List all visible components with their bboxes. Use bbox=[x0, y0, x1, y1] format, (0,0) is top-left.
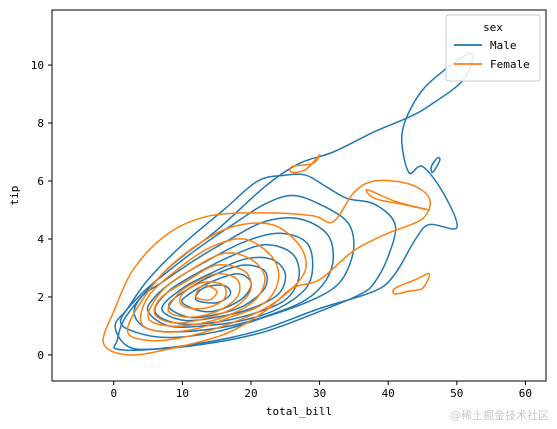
y-tick-label-4: 4 bbox=[37, 233, 44, 246]
axes-frame bbox=[51, 9, 547, 382]
y-tick-label-0: 0 bbox=[37, 349, 44, 362]
male-contour-1 bbox=[113, 52, 474, 351]
series-male bbox=[113, 52, 474, 351]
x-tick-label-30: 30 bbox=[313, 387, 326, 400]
male-contour-3 bbox=[119, 194, 355, 339]
female-contour-7 bbox=[179, 281, 227, 310]
x-tick-label-50: 50 bbox=[450, 387, 463, 400]
male-contour-2 bbox=[114, 173, 397, 351]
male-contour-10 bbox=[194, 284, 232, 304]
x-tick-label-20: 20 bbox=[244, 387, 257, 400]
female-contour-6 bbox=[167, 272, 241, 318]
series-female bbox=[102, 154, 431, 356]
female-contour-4 bbox=[147, 252, 266, 327]
female-contour-8 bbox=[195, 284, 218, 301]
y-tick-label-6: 6 bbox=[37, 175, 44, 188]
y-tick-label-10: 10 bbox=[31, 59, 44, 72]
female-contour-5 bbox=[153, 264, 253, 324]
x-tick-label-10: 10 bbox=[176, 387, 189, 400]
male-contour-5 bbox=[146, 232, 314, 328]
contour-layer bbox=[102, 52, 474, 356]
female-contour-1 bbox=[102, 179, 431, 356]
female-contour-11 bbox=[392, 272, 431, 295]
legend-entries: Male Female bbox=[454, 39, 530, 71]
x-tick-label-0: 0 bbox=[110, 387, 117, 400]
y-axis-label: tip bbox=[8, 186, 21, 206]
watermark: @稀土掘金技术社区 bbox=[450, 409, 549, 422]
female-contour-3 bbox=[139, 237, 280, 333]
male-contour-4 bbox=[133, 217, 335, 333]
legend-title: sex bbox=[483, 21, 503, 34]
male-contour-11 bbox=[430, 156, 441, 174]
ticks-layer: 0 10 20 30 40 50 60 0 2 4 6 8 10 bbox=[31, 59, 532, 400]
x-tick-label-40: 40 bbox=[382, 387, 395, 400]
male-contour-8 bbox=[167, 264, 268, 319]
y-tick-label-8: 8 bbox=[37, 117, 44, 130]
legend: sex Male Female bbox=[445, 14, 541, 82]
x-tick-label-60: 60 bbox=[519, 387, 532, 400]
female-contour-2 bbox=[126, 222, 307, 342]
y-tick-label-2: 2 bbox=[37, 291, 44, 304]
legend-label-male: Male bbox=[490, 39, 517, 52]
female-contour-10 bbox=[365, 188, 431, 211]
legend-label-female: Female bbox=[490, 58, 530, 71]
x-axis-label: total_bill bbox=[266, 405, 332, 418]
female-contour-9 bbox=[289, 154, 321, 174]
male-contour-6 bbox=[154, 244, 301, 326]
